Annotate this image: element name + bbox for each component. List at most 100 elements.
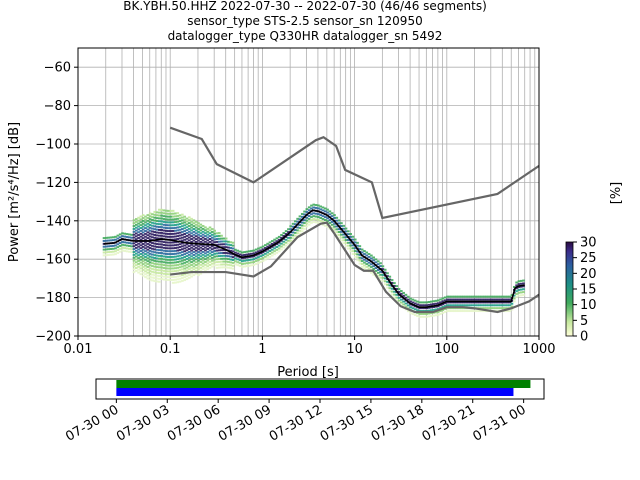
- density-cell: [130, 245, 133, 248]
- density-cell: [363, 252, 366, 255]
- density-cell: [162, 266, 166, 269]
- density-cell: [217, 232, 221, 235]
- density-cell: [174, 241, 177, 244]
- density-cell: [160, 211, 163, 214]
- density-cell: [111, 247, 115, 250]
- density-cell: [220, 252, 223, 255]
- density-cell: [206, 236, 210, 239]
- density-cell: [261, 259, 265, 262]
- density-cell: [187, 239, 191, 242]
- density-cell: [181, 233, 184, 236]
- density-cell: [153, 242, 157, 245]
- density-cell: [199, 232, 203, 235]
- density-cell: [224, 240, 228, 243]
- density-cell: [171, 250, 175, 253]
- density-cell: [347, 233, 350, 236]
- density-cell: [264, 258, 267, 261]
- density-cell: [206, 233, 210, 236]
- density-cell: [342, 242, 346, 245]
- density-cell: [455, 304, 458, 307]
- density-cell: [130, 251, 133, 254]
- density-cell: [167, 209, 170, 212]
- density-cell: [224, 251, 228, 254]
- density-cell: [199, 240, 203, 243]
- density-cell: [443, 296, 447, 299]
- density-cell: [155, 225, 159, 228]
- density-cell: [153, 256, 157, 259]
- density-cell: [167, 247, 170, 250]
- density-cell: [342, 233, 346, 236]
- density-cell: [381, 268, 385, 271]
- density-cell: [148, 229, 152, 232]
- density-cell: [178, 228, 182, 231]
- density-cell: [197, 253, 200, 256]
- density-cell: [427, 303, 431, 306]
- density-cell: [478, 304, 482, 307]
- density-cell: [430, 303, 433, 306]
- density-cell: [439, 301, 442, 304]
- density-cell: [222, 243, 226, 246]
- density-cell: [478, 295, 482, 298]
- density-cell: [252, 261, 256, 264]
- density-cell: [418, 301, 422, 304]
- density-cell: [217, 252, 221, 255]
- density-cell: [128, 247, 131, 250]
- density-cell: [164, 247, 168, 250]
- density-cell: [164, 261, 168, 264]
- density-cell: [171, 232, 175, 235]
- density-cell: [132, 262, 136, 265]
- density-cell: [190, 269, 193, 272]
- density-cell: [457, 304, 461, 307]
- density-cell: [515, 293, 518, 296]
- density-cell: [114, 244, 117, 247]
- density-cell: [158, 272, 161, 275]
- density-cell: [280, 236, 283, 239]
- density-cell: [128, 250, 131, 253]
- density-cell: [319, 217, 322, 220]
- density-cell: [294, 223, 297, 226]
- density-cell: [155, 257, 159, 260]
- density-cell: [178, 220, 182, 223]
- density-cell: [416, 303, 419, 306]
- density-cell: [197, 259, 200, 262]
- density-cell: [158, 266, 161, 269]
- density-cell: [213, 258, 216, 261]
- density-cell: [183, 253, 186, 256]
- density-cell: [430, 300, 433, 303]
- density-cell: [164, 255, 168, 258]
- density-cell: [211, 259, 214, 262]
- density-cell: [137, 259, 140, 262]
- density-cell: [153, 216, 157, 219]
- density-cell: [469, 304, 472, 307]
- density-cell: [282, 240, 286, 243]
- density-cell: [296, 220, 299, 223]
- density-cell: [234, 260, 237, 263]
- density-cell: [160, 229, 163, 232]
- density-cell: [321, 209, 325, 212]
- density-cell: [446, 301, 449, 304]
- density-cell: [160, 214, 163, 217]
- density-cell: [282, 234, 286, 237]
- density-cell: [171, 224, 175, 227]
- density-cell: [229, 255, 233, 258]
- density-cell: [220, 257, 223, 260]
- density-cell: [197, 239, 200, 242]
- density-cell: [406, 304, 410, 307]
- density-cell: [164, 275, 168, 278]
- density-cell: [146, 274, 150, 277]
- density-cell: [144, 224, 147, 227]
- density-cell: [208, 235, 212, 238]
- density-cell: [118, 250, 122, 253]
- density-cell: [153, 254, 157, 257]
- density-cell: [319, 214, 322, 217]
- density-cell: [158, 246, 161, 249]
- density-cell: [489, 301, 493, 304]
- density-cell: [464, 304, 468, 307]
- density-cell: [123, 244, 127, 247]
- density-cell: [333, 225, 336, 228]
- density-cell: [178, 231, 182, 234]
- density-cell: [192, 228, 196, 231]
- density-cell: [171, 229, 175, 232]
- density-cell: [160, 269, 163, 272]
- density-cell: [155, 260, 159, 263]
